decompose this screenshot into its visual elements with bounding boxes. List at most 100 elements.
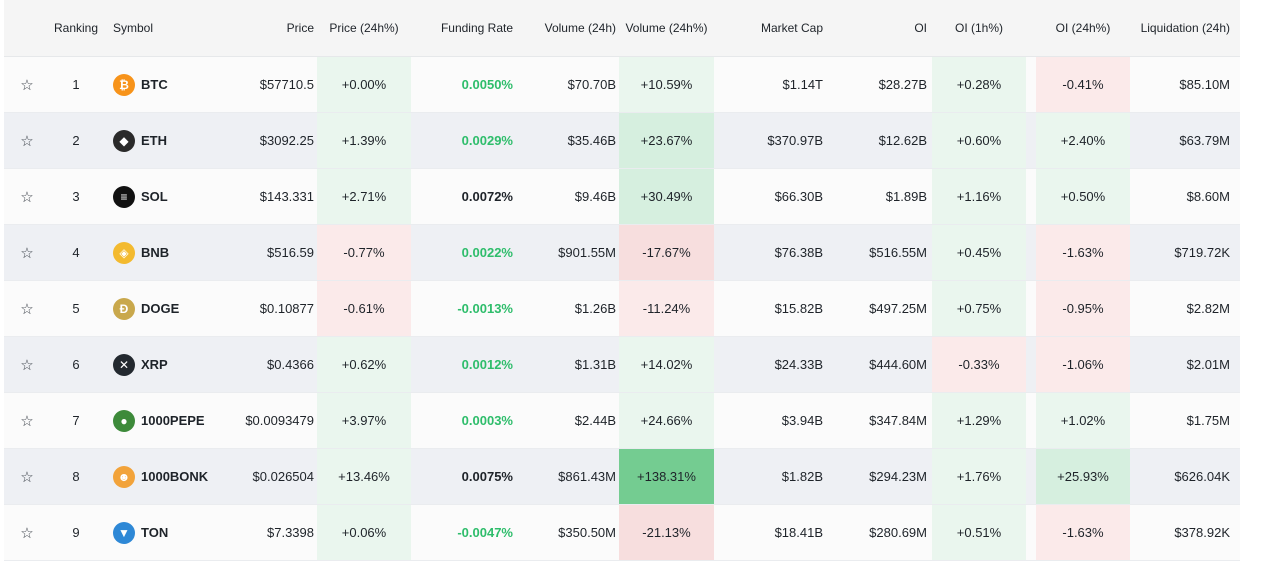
volume-24h-change: +24.66% (619, 393, 714, 448)
liquidation-24h: $626.04K (1174, 469, 1230, 484)
pepe-icon: ● (113, 409, 135, 432)
futures-market-table: Ranking Symbol Price Price (24h%) Fundin… (4, 0, 1240, 561)
header-volume-24h-pct[interactable]: Volume (24h%) (625, 21, 708, 35)
table-row-bnb[interactable]: ☆ 4 ◈ BNB $516.59 -0.77% 0.0022% $901.55… (4, 225, 1240, 281)
table-row-doge[interactable]: ☆ 5 Ð DOGE $0.10877 -0.61% -0.0013% $1.2… (4, 281, 1240, 337)
star-icon[interactable]: ☆ (20, 300, 34, 318)
star-icon[interactable]: ☆ (20, 132, 34, 150)
volume-24h-change: -17.67% (619, 225, 714, 280)
price: $57710.5 (259, 77, 314, 92)
volume-24h: $1.31B (574, 357, 616, 372)
star-icon[interactable]: ☆ (20, 524, 34, 542)
liquidation-24h: $85.10M (1179, 77, 1230, 92)
header-liquidation-24h[interactable]: Liquidation (24h) (1140, 21, 1230, 35)
price-24h-change: +0.62% (317, 337, 411, 392)
header-price[interactable]: Price (286, 21, 314, 35)
table-row-sol[interactable]: ☆ 3 ≡ SOL $143.331 +2.71% 0.0072% $9.46B… (4, 169, 1240, 225)
symbol-cell[interactable]: ◆ ETH (113, 113, 223, 168)
rank: 6 (72, 357, 80, 372)
volume-24h: $350.50M (558, 525, 616, 540)
star-icon[interactable]: ☆ (20, 356, 34, 374)
symbol-cell[interactable]: ₿ BTC (113, 57, 223, 112)
market-cap: $24.33B (774, 357, 823, 372)
symbol-name: 1000PEPE (141, 413, 205, 428)
volume-24h-change: +10.59% (619, 57, 714, 112)
rank: 3 (72, 189, 80, 204)
symbol-name: SOL (141, 189, 168, 204)
symbol-cell[interactable]: ◈ BNB (113, 225, 223, 280)
header-oi-1h[interactable]: OI (1h%) (954, 21, 1003, 35)
header-market-cap[interactable]: Market Cap (760, 21, 823, 35)
header-oi[interactable]: OI (914, 21, 927, 35)
market-cap: $76.38B (774, 245, 823, 260)
price-24h-change: -0.77% (317, 225, 411, 280)
rank: 5 (72, 301, 80, 316)
xrp-icon: ✕ (113, 353, 135, 376)
liquidation-24h: $8.60M (1186, 189, 1230, 204)
header-price-24h[interactable]: Price (24h%) (329, 21, 399, 35)
funding-rate: 0.0029% (461, 133, 513, 148)
table-row-1000pepe[interactable]: ☆ 7 ● 1000PEPE $0.0093479 +3.97% 0.0003%… (4, 393, 1240, 449)
rank: 1 (72, 77, 80, 92)
symbol-cell[interactable]: ▼ TON (113, 505, 223, 560)
symbol-cell[interactable]: ● 1000PEPE (113, 393, 223, 448)
header-symbol[interactable]: Symbol (113, 21, 154, 35)
volume-24h: $901.55M (558, 245, 616, 260)
table-row-1000bonk[interactable]: ☆ 8 ☻ 1000BONK $0.026504 +13.46% 0.0075%… (4, 449, 1240, 505)
price-24h-change: +2.71% (317, 169, 411, 224)
liquidation-24h: $1.75M (1186, 413, 1230, 428)
price: $0.4366 (267, 357, 314, 372)
rank: 4 (72, 245, 80, 260)
header-funding-rate[interactable]: Funding Rate (440, 21, 513, 35)
open-interest: $1.89B (885, 189, 927, 204)
open-interest: $444.60M (869, 357, 927, 372)
price-24h-change: +0.06% (317, 505, 411, 560)
price-24h-change: +0.00% (317, 57, 411, 112)
star-icon[interactable]: ☆ (20, 244, 34, 262)
symbol-cell[interactable]: ☻ 1000BONK (113, 449, 223, 504)
price: $0.026504 (252, 469, 314, 484)
liquidation-24h: $2.82M (1186, 301, 1230, 316)
price: $3092.25 (259, 133, 314, 148)
open-interest: $28.27B (878, 77, 927, 92)
oi-1h-change: +1.29% (932, 393, 1026, 448)
volume-24h: $9.46B (574, 189, 616, 204)
table-row-btc[interactable]: ☆ 1 ₿ BTC $57710.5 +0.00% 0.0050% $70.70… (4, 57, 1240, 113)
oi-1h-change: +0.75% (932, 281, 1026, 336)
liquidation-24h: $63.79M (1179, 133, 1230, 148)
symbol-cell[interactable]: ✕ XRP (113, 337, 223, 392)
dogecoin-icon: Ð (113, 297, 135, 320)
market-cap: $66.30B (774, 189, 823, 204)
open-interest: $12.62B (878, 133, 927, 148)
funding-rate: 0.0003% (461, 413, 513, 428)
volume-24h-change: +138.31% (619, 449, 714, 504)
table-row-ton[interactable]: ☆ 9 ▼ TON $7.3398 +0.06% -0.0047% $350.5… (4, 505, 1240, 561)
table-header: Ranking Symbol Price Price (24h%) Fundin… (4, 0, 1240, 57)
open-interest: $294.23M (869, 469, 927, 484)
header-ranking[interactable]: Ranking (53, 21, 99, 35)
symbol-name: BTC (141, 77, 168, 92)
star-icon[interactable]: ☆ (20, 412, 34, 430)
table-row-xrp[interactable]: ☆ 6 ✕ XRP $0.4366 +0.62% 0.0012% $1.31B … (4, 337, 1240, 393)
header-volume-24h[interactable]: Volume (24h) (544, 21, 616, 35)
table-row-eth[interactable]: ☆ 2 ◆ ETH $3092.25 +1.39% 0.0029% $35.46… (4, 113, 1240, 169)
volume-24h: $2.44B (574, 413, 616, 428)
star-icon[interactable]: ☆ (20, 76, 34, 94)
oi-1h-change: +0.51% (932, 505, 1026, 560)
header-oi-24h[interactable]: OI (24h%) (1055, 21, 1111, 35)
price: $516.59 (267, 245, 314, 260)
toncoin-icon: ▼ (113, 521, 135, 544)
star-icon[interactable]: ☆ (20, 188, 34, 206)
star-icon[interactable]: ☆ (20, 468, 34, 486)
volume-24h: $70.70B (567, 77, 616, 92)
funding-rate: 0.0050% (461, 77, 513, 92)
symbol-name: ETH (141, 133, 167, 148)
rank: 2 (72, 133, 80, 148)
bnb-icon: ◈ (113, 241, 135, 264)
symbol-cell[interactable]: ≡ SOL (113, 169, 223, 224)
symbol-cell[interactable]: Ð DOGE (113, 281, 223, 336)
rank: 9 (72, 525, 80, 540)
price-24h-change: +13.46% (317, 449, 411, 504)
oi-24h-change: +0.50% (1036, 169, 1130, 224)
volume-24h-change: +30.49% (619, 169, 714, 224)
